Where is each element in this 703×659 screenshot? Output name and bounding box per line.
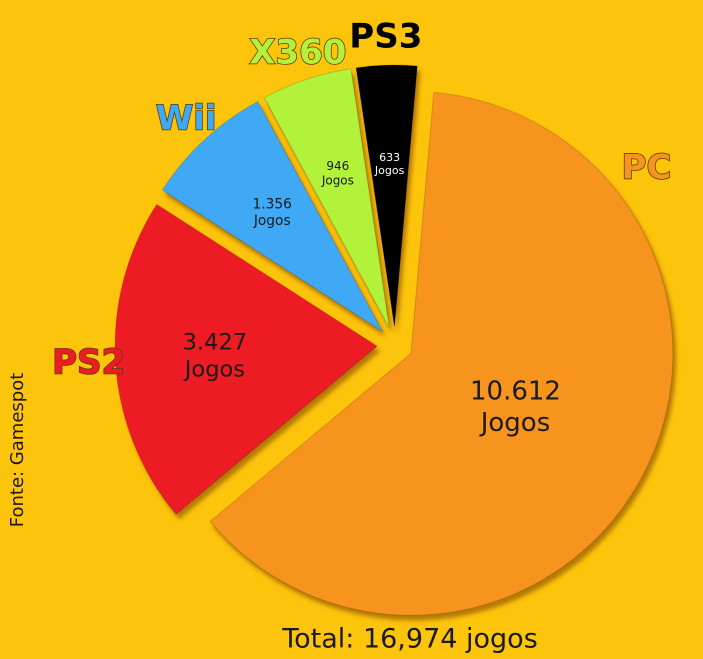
total-label: Total: 16,974 jogos — [281, 624, 538, 655]
value-label: 3.427 — [183, 329, 247, 355]
unit-label: Jogos — [374, 164, 405, 177]
unit-label: Jogos — [183, 356, 245, 382]
category-label: PC — [622, 147, 672, 187]
slice — [263, 68, 390, 329]
slice — [114, 203, 378, 516]
source-label: Fonte: Gamespot — [7, 373, 28, 528]
value-label: 946 — [326, 159, 349, 173]
slice — [209, 91, 674, 616]
slice — [355, 64, 418, 328]
value-label: 633 — [379, 151, 400, 164]
category-label: PS3 — [349, 17, 422, 57]
category-label: X360 — [249, 32, 346, 72]
value-label: 1.356 — [253, 197, 292, 213]
category-label: PS2 — [52, 343, 125, 383]
category-label: Wii — [156, 98, 217, 138]
unit-label: Jogos — [479, 408, 551, 438]
value-label: 10.612 — [470, 377, 561, 407]
unit-label: Jogos — [253, 213, 291, 229]
slice — [161, 100, 384, 333]
unit-label: Jogos — [321, 174, 354, 188]
